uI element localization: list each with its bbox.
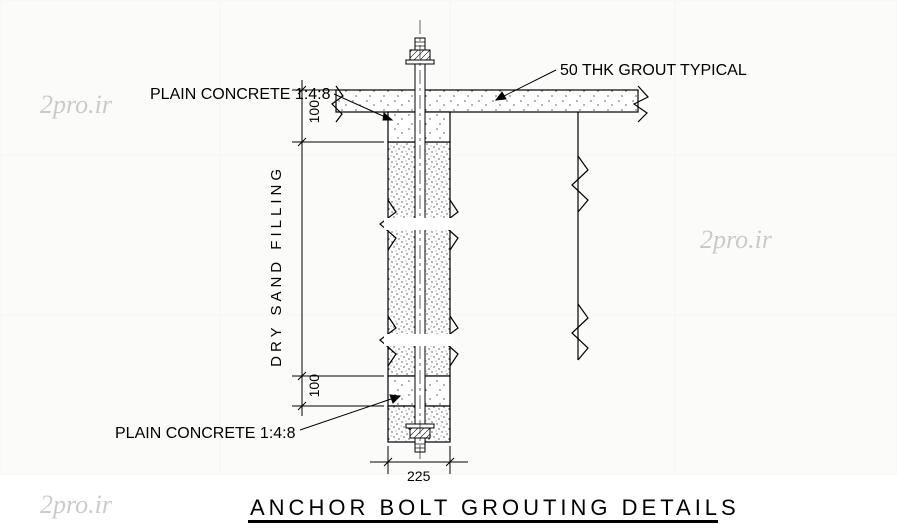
label-dry-sand-filling: DRY SAND FILLING <box>268 165 285 367</box>
label-plain-concrete-bottom: PLAIN CONCRETE 1:4:8 <box>115 425 296 443</box>
dim-vertical-left <box>292 80 384 416</box>
label-grout-typical: 50 THK GROUT TYPICAL <box>560 62 747 80</box>
label-plain-concrete-top: PLAIN CONCRETE 1:4:8 <box>150 86 331 104</box>
dim-225: 225 <box>407 468 430 484</box>
dim-100-bottom: 100 <box>306 374 322 397</box>
break-lines <box>332 86 648 366</box>
title-underline <box>248 520 718 523</box>
dim-100-top: 100 <box>306 100 322 123</box>
anchor-bolt-diagram <box>0 0 897 530</box>
top-slab <box>336 90 638 112</box>
drawing-title: ANCHOR BOLT GROUTING DETAILS <box>250 495 740 521</box>
